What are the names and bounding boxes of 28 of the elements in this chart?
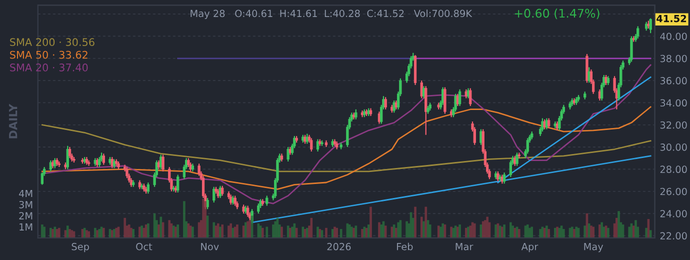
x-tick-label: Oct — [136, 242, 152, 250]
y2-tick-label: 3M — [19, 200, 32, 208]
x-tick-label: May — [584, 243, 604, 252]
y2-tick-label: 2M — [19, 212, 32, 220]
y2-tick-label: 1M — [20, 223, 32, 230]
y-tick-label: 22.00 — [660, 232, 687, 240]
x-tick-label: Mar — [456, 243, 474, 250]
annotation: 41.52 — [656, 14, 686, 22]
text: SMA 200 · 30.56 — [10, 38, 94, 46]
y-tick-label: 38.00 — [660, 54, 687, 62]
text: SMA 20 · 37.40 — [10, 64, 88, 72]
y-tick-label: 34.00 — [660, 99, 687, 107]
annotation: +0.60 (1.47%) — [514, 8, 600, 20]
x-tick-label: Feb — [397, 242, 413, 250]
chart-subtitle: May 28 O:40.61 H:41.61 L:40.28 C:41.52 Vol:700.89K — [190, 10, 472, 20]
y-tick-label: 26.00 — [660, 188, 687, 196]
y-tick-label: 40.00 — [660, 32, 687, 40]
x-tick-label: Apr — [521, 243, 538, 252]
y2-tick-label: 4M — [18, 190, 32, 198]
y-tick-label: 36.00 — [660, 77, 687, 84]
x-tick-label: 2026 — [327, 242, 351, 250]
text: SMA 50 · 33.62 — [10, 50, 88, 59]
y-tick-label: 30.00 — [660, 144, 687, 151]
x-tick-label: Sep — [72, 242, 89, 252]
y-tick-label: 32.00 — [660, 121, 687, 129]
y-tick-label: 24.00 — [660, 210, 687, 218]
x-tick-label: Nov — [201, 243, 219, 250]
y-tick-label: 28.00 — [660, 166, 687, 174]
